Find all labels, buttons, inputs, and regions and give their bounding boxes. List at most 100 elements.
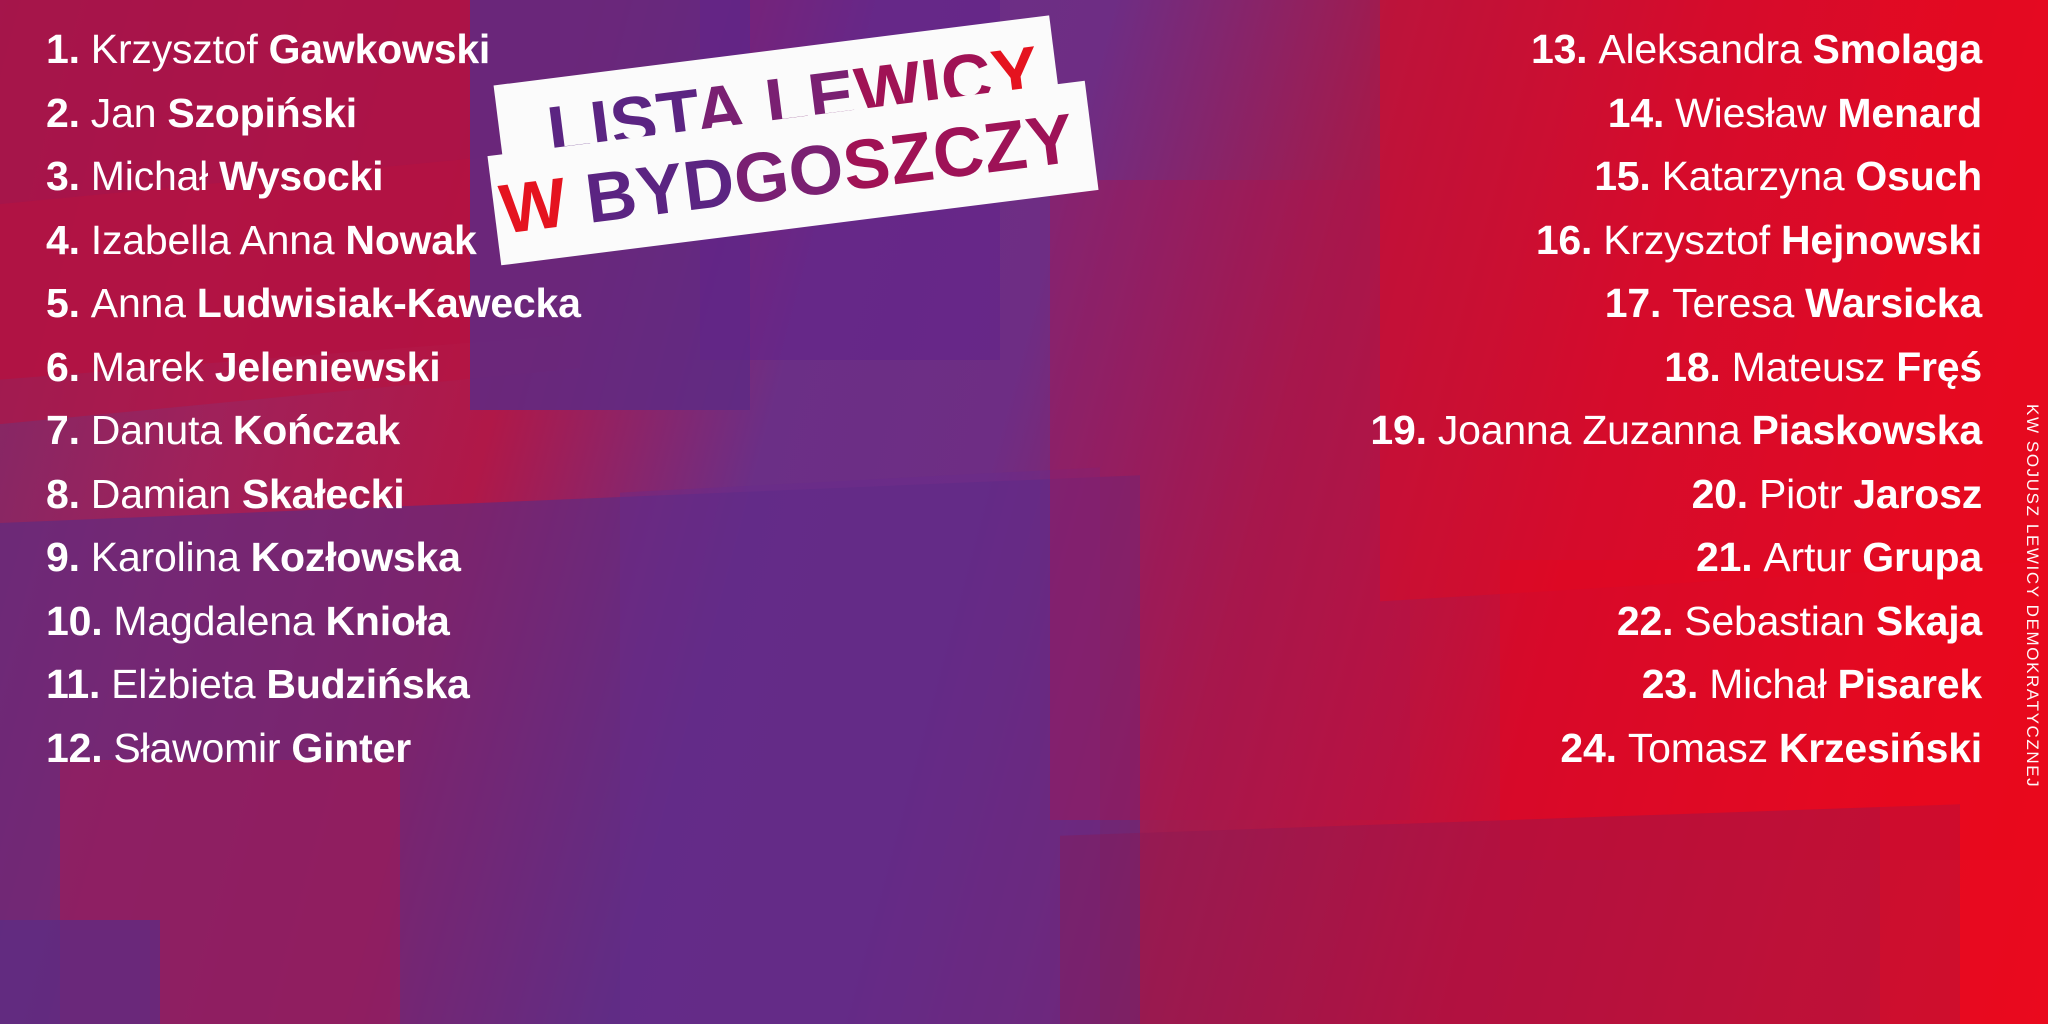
- candidate-row: 13. Aleksandra Smolaga: [1531, 18, 1982, 82]
- candidate-row: 17. Teresa Warsicka: [1605, 272, 1982, 336]
- candidate-surname: Szopiński: [167, 89, 357, 136]
- candidate-number: 18.: [1664, 343, 1721, 390]
- candidate-surname: Jarosz: [1853, 470, 1982, 517]
- candidate-number: 5.: [46, 280, 80, 327]
- poster-title: LISTA LEWICY W BYDGOSZCZY: [487, 15, 1112, 266]
- candidate-row: 11. Elżbieta Budzińska: [46, 653, 470, 717]
- candidate-row: 20. Piotr Jarosz: [1691, 463, 1983, 527]
- candidate-row: 10. Magdalena Knioła: [46, 590, 450, 654]
- candidate-number: 7.: [46, 407, 80, 454]
- candidate-number: 24.: [1560, 724, 1617, 771]
- candidate-number: 8.: [46, 470, 80, 517]
- candidate-given: Artur: [1763, 534, 1852, 581]
- candidate-number: 3.: [46, 153, 80, 200]
- candidate-given: Danuta: [90, 407, 222, 454]
- candidate-number: 1.: [46, 26, 80, 73]
- candidate-given: Karolina: [90, 534, 240, 581]
- candidate-surname: Grupa: [1862, 534, 1982, 581]
- candidate-row: 14. Wiesław Menard: [1608, 82, 1982, 146]
- candidate-number: 20.: [1691, 470, 1749, 517]
- candidate-row: 8. Damian Skałecki: [46, 463, 405, 527]
- candidate-given: Wiesław: [1675, 89, 1827, 136]
- candidate-number: 23.: [1641, 661, 1699, 708]
- candidate-number: 17.: [1604, 280, 1662, 327]
- candidate-number: 12.: [46, 724, 103, 771]
- candidate-surname: Smolaga: [1812, 26, 1983, 73]
- candidate-number: 4.: [46, 216, 80, 263]
- candidate-row: 7. Danuta Kończak: [46, 399, 400, 463]
- candidate-number: 6.: [46, 343, 80, 390]
- candidate-given: Sebastian: [1684, 597, 1865, 644]
- candidate-number: 11.: [46, 661, 101, 708]
- candidate-surname: Menard: [1837, 89, 1982, 136]
- candidate-surname: Pisarek: [1837, 661, 1982, 708]
- candidate-given: Krzysztof: [1603, 216, 1771, 263]
- candidate-given: Magdalena: [113, 597, 315, 644]
- candidate-list-left: 1. Krzysztof Gawkowski 2. Jan Szopiński …: [46, 0, 946, 1024]
- committee-side-label: KW SOJUSZ LEWICY DEMOKRATYCZNEJ: [2023, 404, 2042, 789]
- candidate-surname: Wysocki: [219, 153, 384, 200]
- candidate-row: 6. Marek Jeleniewski: [46, 336, 441, 400]
- candidate-given: Mateusz: [1731, 343, 1886, 390]
- candidate-surname: Warsicka: [1805, 280, 1982, 327]
- candidate-given: Izabella Anna: [90, 216, 335, 263]
- candidate-row: 5. Anna Ludwisiak-Kawecka: [46, 272, 581, 336]
- candidate-row: 21. Artur Grupa: [1696, 526, 1982, 590]
- candidate-row: 15. Katarzyna Osuch: [1594, 145, 1982, 209]
- candidate-row: 9. Karolina Kozłowska: [46, 526, 461, 590]
- candidate-surname: Osuch: [1855, 153, 1982, 200]
- candidate-given: Joanna Zuzanna: [1437, 407, 1741, 454]
- candidate-given: Elżbieta: [111, 661, 256, 708]
- candidate-row: 16. Krzysztof Hejnowski: [1536, 209, 1982, 273]
- candidate-number: 14.: [1607, 89, 1665, 136]
- candidate-row: 19. Joanna Zuzanna Piaskowska: [1370, 399, 1982, 463]
- candidate-surname: Jeleniewski: [214, 343, 441, 390]
- candidate-surname: Ludwisiak-Kawecka: [196, 280, 581, 327]
- candidate-given: Michał: [90, 153, 209, 200]
- candidate-given: Anna: [90, 280, 186, 327]
- candidate-surname: Gawkowski: [268, 26, 491, 73]
- candidate-row: 24. Tomasz Krzesiński: [1560, 717, 1982, 781]
- candidate-surname: Kozłowska: [250, 534, 461, 581]
- candidate-given: Sławomir: [113, 724, 281, 771]
- candidate-row: 4. Izabella Anna Nowak: [46, 209, 477, 273]
- candidate-surname: Krzesiński: [1778, 724, 1982, 771]
- candidate-row: 12. Sławomir Ginter: [46, 717, 411, 781]
- candidate-number: 2.: [46, 89, 80, 136]
- candidate-surname: Nowak: [345, 216, 477, 263]
- candidate-list-right: 13. Aleksandra Smolaga 14. Wiesław Menar…: [1022, 0, 1982, 1024]
- candidate-given: Piotr: [1758, 470, 1843, 517]
- candidate-given: Krzysztof: [90, 26, 258, 73]
- candidate-row: 2. Jan Szopiński: [46, 82, 357, 146]
- candidate-surname: Piaskowska: [1751, 407, 1983, 454]
- candidate-row: 3. Michał Wysocki: [46, 145, 383, 209]
- candidate-number: 13.: [1530, 26, 1588, 73]
- candidate-row: 18. Mateusz Fręś: [1664, 336, 1982, 400]
- candidate-surname: Hejnowski: [1781, 216, 1982, 263]
- candidate-number: 19.: [1370, 407, 1427, 454]
- candidate-number: 9.: [46, 534, 80, 581]
- candidate-given: Damian: [90, 470, 231, 517]
- candidate-given: Marek: [90, 343, 204, 390]
- candidate-given: Michał: [1709, 661, 1827, 708]
- candidate-number: 22.: [1616, 597, 1674, 644]
- candidate-surname: Skaja: [1875, 597, 1982, 644]
- candidate-given: Tomasz: [1627, 724, 1768, 771]
- candidate-number: 16.: [1535, 216, 1593, 263]
- candidate-row: 22. Sebastian Skaja: [1617, 590, 1982, 654]
- candidate-surname: Knioła: [325, 597, 450, 644]
- candidate-given: Teresa: [1672, 280, 1795, 327]
- candidate-number: 10.: [46, 597, 103, 644]
- candidate-surname: Kończak: [232, 407, 401, 454]
- candidate-given: Aleksandra: [1598, 26, 1802, 73]
- candidate-row: 23. Michał Pisarek: [1642, 653, 1982, 717]
- candidate-surname: Skałecki: [241, 470, 405, 517]
- candidate-number: 15.: [1594, 153, 1651, 200]
- candidate-given: Jan: [90, 89, 157, 136]
- candidate-row: 1. Krzysztof Gawkowski: [46, 18, 490, 82]
- candidate-number: 21.: [1695, 534, 1753, 581]
- candidate-surname: Ginter: [291, 724, 411, 771]
- candidate-surname: Budzińska: [266, 661, 470, 708]
- candidate-given: Katarzyna: [1661, 153, 1845, 200]
